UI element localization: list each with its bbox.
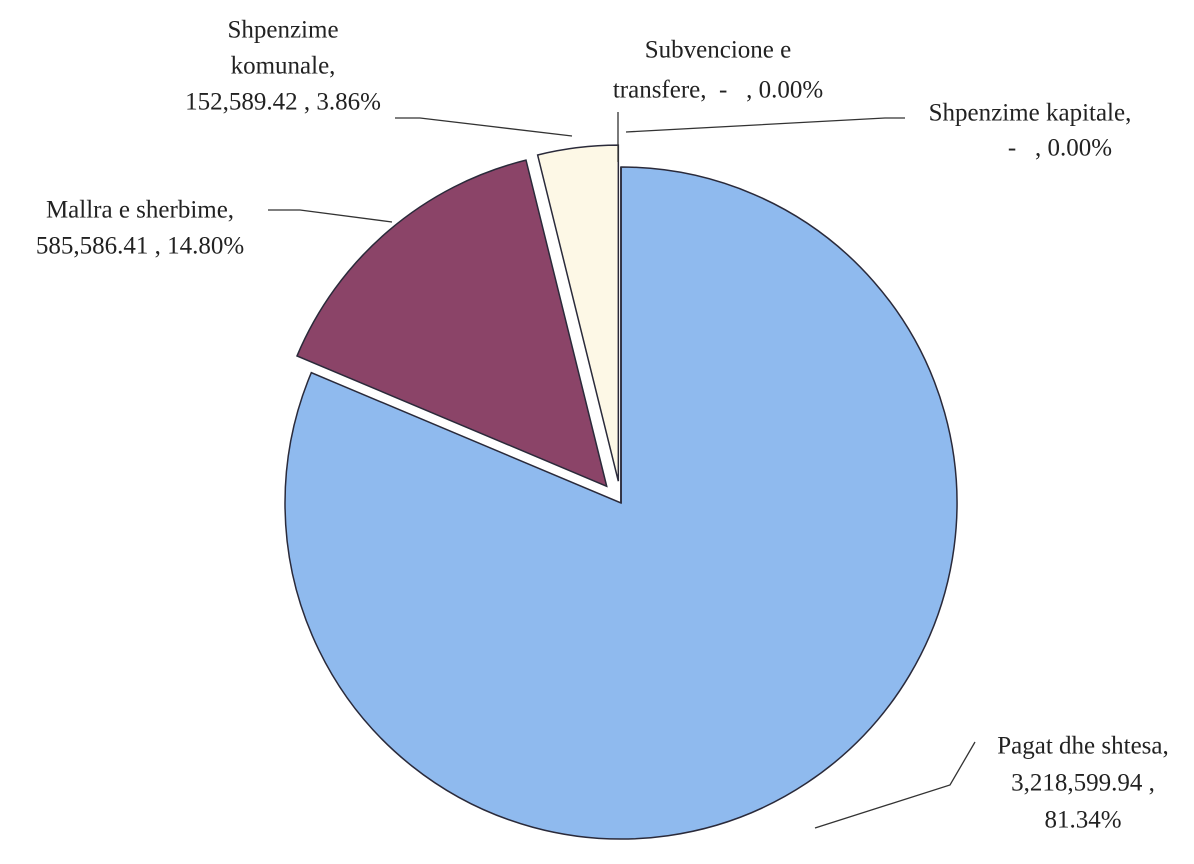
labels: Pagat dhe shtesa, 3,218,599.94 , 81.34% Mal… bbox=[36, 17, 1169, 834]
data-label: 152,589.42 , 3.86% bbox=[185, 89, 381, 116]
pie-slice bbox=[284, 166, 958, 840]
pie-slice bbox=[296, 159, 608, 488]
data-label: 585,586.41 , 14.80% bbox=[36, 233, 244, 260]
data-label: - , 0.00% bbox=[1008, 135, 1112, 162]
data-label: Shpenzime bbox=[227, 17, 338, 44]
data-label: Mallra e sherbime, bbox=[46, 197, 234, 224]
slices bbox=[284, 144, 958, 840]
data-label: Pagat dhe shtesa, bbox=[997, 733, 1168, 760]
data-label: komunale, bbox=[231, 53, 336, 80]
data-label: Subvencione e bbox=[645, 37, 791, 64]
leader-line bbox=[395, 117, 573, 137]
data-label: transfere, - , 0.00% bbox=[613, 77, 823, 104]
data-label: 81.34% bbox=[1044, 807, 1121, 834]
leader-line bbox=[268, 209, 393, 223]
leader-line bbox=[625, 117, 905, 133]
data-label: 3,218,599.94 , bbox=[1011, 770, 1155, 797]
leader-line bbox=[814, 741, 976, 829]
data-label: Shpenzime kapitale, bbox=[929, 100, 1132, 127]
